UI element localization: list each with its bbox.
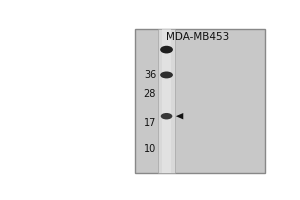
Text: MDA-MB453: MDA-MB453 — [166, 32, 230, 42]
Text: 28: 28 — [144, 89, 156, 99]
Bar — [163, 29, 171, 173]
Polygon shape — [176, 113, 183, 119]
Bar — [135, 29, 266, 173]
Text: 17: 17 — [144, 118, 156, 128]
Text: 36: 36 — [144, 70, 156, 80]
Ellipse shape — [160, 71, 173, 78]
Bar — [158, 29, 175, 173]
Text: 10: 10 — [144, 144, 156, 154]
Ellipse shape — [160, 46, 173, 53]
Ellipse shape — [161, 113, 172, 119]
